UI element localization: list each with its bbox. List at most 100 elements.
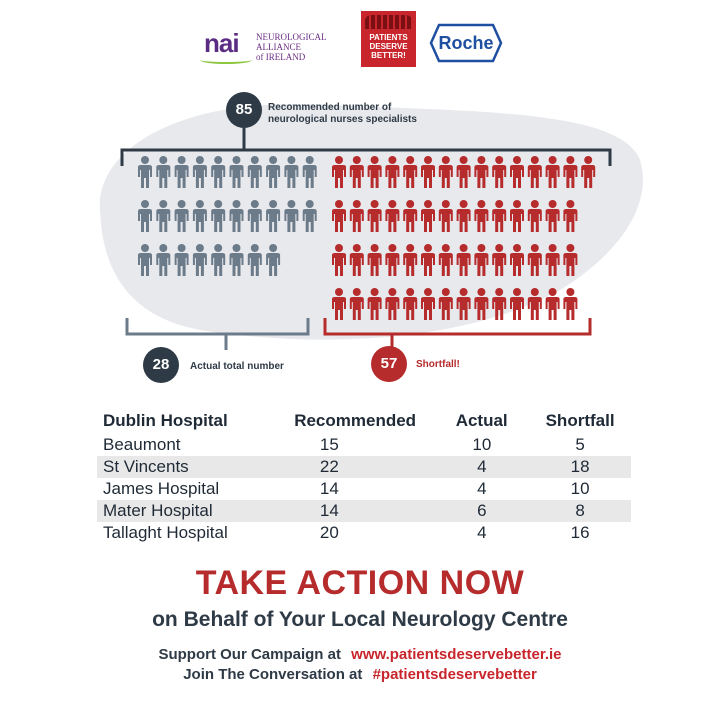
actual-count-badge: 28 (143, 347, 179, 383)
person-icon-shortfall (403, 156, 418, 188)
person-icon-actual (192, 200, 207, 232)
cell-recommended: 14 (319, 501, 339, 520)
recommended-bracket (120, 148, 612, 166)
header-hospital: Dublin Hospital (103, 411, 228, 430)
shortfall-count-badge: 57 (371, 346, 407, 382)
person-icon-actual (266, 156, 281, 188)
person-icon-actual (247, 244, 262, 276)
pdb-line3: BETTER! (371, 51, 406, 60)
person-icon-actual (156, 156, 171, 188)
person-icon-shortfall (545, 156, 560, 188)
hashtag-link[interactable]: #patientsdeservebetter (372, 666, 537, 683)
table-row: Beaumont 15 10 5 (97, 434, 631, 456)
cell-hospital: Tallaght Hospital (103, 523, 228, 542)
person-icon-shortfall (367, 288, 382, 320)
cell-recommended: 15 (319, 435, 339, 454)
cell-hospital: Mater Hospital (103, 501, 213, 520)
person-icon-shortfall (527, 244, 542, 276)
person-icon-shortfall (492, 244, 507, 276)
person-icon-shortfall (332, 156, 346, 188)
person-icon-actual (229, 200, 244, 232)
header-actual: Actual (455, 411, 508, 430)
person-icon-shortfall (563, 244, 578, 276)
person-icon-shortfall (438, 200, 453, 232)
table-row: Tallaght Hospital 20 4 16 (97, 522, 631, 544)
person-icon-actual (266, 200, 281, 232)
conversation-prefix: Join The Conversation at (183, 666, 363, 683)
person-icon-shortfall (367, 244, 382, 276)
cell-recommended: 22 (319, 457, 339, 476)
person-icon-shortfall (545, 200, 560, 232)
pdb-line1: PATIENTS (369, 33, 408, 42)
person-icon-shortfall (332, 200, 346, 232)
person-icon-shortfall (527, 288, 542, 320)
person-icon-shortfall (581, 156, 596, 188)
person-icon-shortfall (367, 156, 382, 188)
take-action-headline: TAKE ACTION NOW (195, 564, 525, 602)
nai-logo-text-line1: NEUROLOGICAL ALLIANCE (256, 32, 327, 52)
shortfall-label: Shortfall! (416, 359, 460, 370)
person-icon-actual (174, 244, 189, 276)
person-icon-shortfall (367, 200, 382, 232)
person-icon-shortfall (492, 200, 507, 232)
person-icon-actual (211, 156, 226, 188)
person-icon-shortfall (456, 200, 471, 232)
person-icon-actual (229, 244, 244, 276)
campaign-website-link[interactable]: www.patientsdeservebetter.ie (351, 646, 562, 663)
person-icon-actual (138, 200, 152, 232)
person-icon-shortfall (438, 288, 453, 320)
person-icon-shortfall (332, 244, 346, 276)
person-icon-actual (211, 244, 226, 276)
cell-actual: 4 (477, 479, 487, 498)
cell-actual: 6 (477, 501, 487, 520)
nurse-infographic: 85 Recommended number of neurological nu… (99, 92, 643, 383)
table-row: Mater Hospital 14 6 8 (97, 500, 631, 522)
recommended-label-line2: neurological nurses specialists (268, 114, 417, 125)
crowd-icon (365, 15, 412, 29)
person-icon-actual (284, 156, 299, 188)
person-icon-shortfall (438, 244, 453, 276)
person-icon-shortfall (349, 288, 364, 320)
person-icon-shortfall (510, 200, 524, 232)
person-icon-shortfall (474, 244, 489, 276)
cell-shortfall: 10 (570, 479, 590, 498)
header-recommended: Recommended (294, 411, 417, 430)
recommended-label-line1: Recommended number of (268, 102, 392, 113)
subheadline: on Behalf of Your Local Neurology Centre (152, 608, 568, 631)
person-icon-shortfall (438, 156, 453, 188)
person-icon-actual (156, 200, 171, 232)
cell-hospital: Beaumont (103, 435, 181, 454)
nai-logo-text: NEUROLOGICAL ALLIANCE of IRELAND (256, 32, 356, 62)
person-icon-actual (138, 156, 152, 188)
person-icon-shortfall (456, 156, 471, 188)
shortfall-bracket (323, 318, 592, 336)
campaign-line: Support Our Campaign at www.patientsdese… (0, 646, 720, 663)
person-icon-shortfall (421, 156, 435, 188)
people-figure (99, 103, 643, 350)
person-icon-actual (266, 244, 281, 276)
person-icon-shortfall (563, 156, 578, 188)
recommended-count-badge: 85 (226, 92, 262, 128)
conversation-line: Join The Conversation at #patientsdeserv… (0, 666, 720, 683)
person-icon-shortfall (510, 156, 524, 188)
cell-actual: 10 (472, 435, 492, 454)
person-icon-shortfall (385, 244, 400, 276)
person-icon-shortfall (456, 244, 471, 276)
person-icon-actual (192, 156, 207, 188)
person-icon-shortfall (527, 200, 542, 232)
roche-logo: Roche (429, 22, 503, 64)
patients-deserve-better-logo: PATIENTS DESERVE BETTER! (361, 11, 416, 67)
person-icon-shortfall (349, 156, 364, 188)
cell-shortfall: 5 (575, 435, 585, 454)
person-icon-shortfall (349, 200, 364, 232)
person-icon-actual (302, 200, 317, 232)
table-row: James Hospital 14 4 10 (97, 478, 631, 500)
person-icon-shortfall (492, 156, 507, 188)
person-icon-shortfall (510, 288, 524, 320)
hospital-table: Dublin Hospital Recommended Actual Short… (97, 408, 631, 544)
person-icon-shortfall (474, 156, 489, 188)
person-icon-shortfall (385, 200, 400, 232)
person-icon-actual (284, 200, 299, 232)
person-icon-shortfall (349, 244, 364, 276)
cell-recommended: 14 (319, 479, 339, 498)
